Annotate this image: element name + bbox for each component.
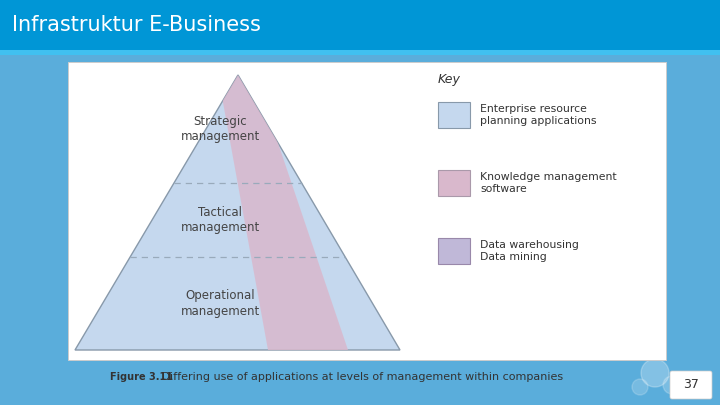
FancyBboxPatch shape <box>0 50 720 55</box>
Text: Key: Key <box>438 73 461 87</box>
FancyBboxPatch shape <box>438 238 470 264</box>
FancyBboxPatch shape <box>68 62 666 360</box>
Text: Data warehousing
Data mining: Data warehousing Data mining <box>480 240 579 262</box>
Circle shape <box>632 379 648 395</box>
Text: 37: 37 <box>683 379 699 392</box>
FancyBboxPatch shape <box>670 371 712 399</box>
Text: Strategic
management: Strategic management <box>181 115 260 143</box>
Circle shape <box>641 359 669 387</box>
Polygon shape <box>218 75 348 350</box>
FancyBboxPatch shape <box>438 170 470 196</box>
Polygon shape <box>75 75 400 350</box>
Text: Knowledge management
software: Knowledge management software <box>480 172 616 194</box>
Text: Figure 3.11: Figure 3.11 <box>110 372 173 382</box>
Text: Infrastruktur E-Business: Infrastruktur E-Business <box>12 15 261 35</box>
Text: Enterprise resource
planning applications: Enterprise resource planning application… <box>480 104 596 126</box>
Text: Differing use of applications at levels of management within companies: Differing use of applications at levels … <box>158 372 563 382</box>
Text: Operational
management: Operational management <box>181 290 260 318</box>
FancyBboxPatch shape <box>438 102 470 128</box>
Circle shape <box>663 376 681 394</box>
Text: Tactical
management: Tactical management <box>181 206 260 234</box>
FancyBboxPatch shape <box>0 0 720 50</box>
